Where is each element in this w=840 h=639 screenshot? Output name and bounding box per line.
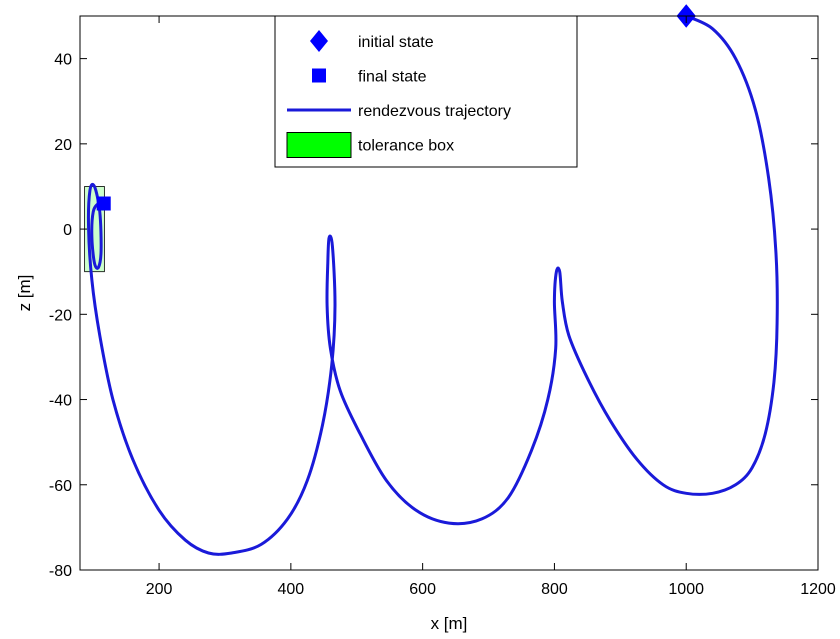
y-tick-label: 0 xyxy=(63,222,72,239)
x-axis-label: x [m] xyxy=(431,614,468,633)
x-tick-label: 1200 xyxy=(800,581,836,598)
y-tick-label: -60 xyxy=(49,478,72,495)
trajectory-layer xyxy=(86,14,779,556)
y-tick-label: -40 xyxy=(49,393,72,410)
x-tick-label: 400 xyxy=(278,581,305,598)
y-tick-label: -80 xyxy=(49,563,72,580)
axes-layer: 200 400 600 800 1000 1200 -80 -60 -40 -20 0 20 40 xyxy=(49,15,836,598)
final-state-marker xyxy=(96,196,111,211)
trajectory-line-0 xyxy=(86,14,779,556)
legend-box-icon xyxy=(286,132,352,158)
y-tick-label: 40 xyxy=(54,52,72,69)
x-tick-label: 200 xyxy=(146,581,173,598)
x-tick-label: 600 xyxy=(409,581,436,598)
legend-square-icon xyxy=(312,68,326,83)
x-tick-label: 1000 xyxy=(668,581,704,598)
y-axis-label: z [m] xyxy=(15,275,34,312)
y-tick-label: 20 xyxy=(54,137,72,154)
legend-diamond-icon xyxy=(310,30,328,52)
legend: initial state final state rendezvous traje… xyxy=(274,15,578,168)
legend-label: initial state xyxy=(358,34,434,51)
legend-label: tolerance box xyxy=(358,138,454,155)
legend-label: rendezvous trajectory xyxy=(358,103,511,120)
legend-label: final state xyxy=(358,69,427,86)
x-tick-label: 800 xyxy=(541,581,568,598)
y-tick-label: -20 xyxy=(49,307,72,324)
